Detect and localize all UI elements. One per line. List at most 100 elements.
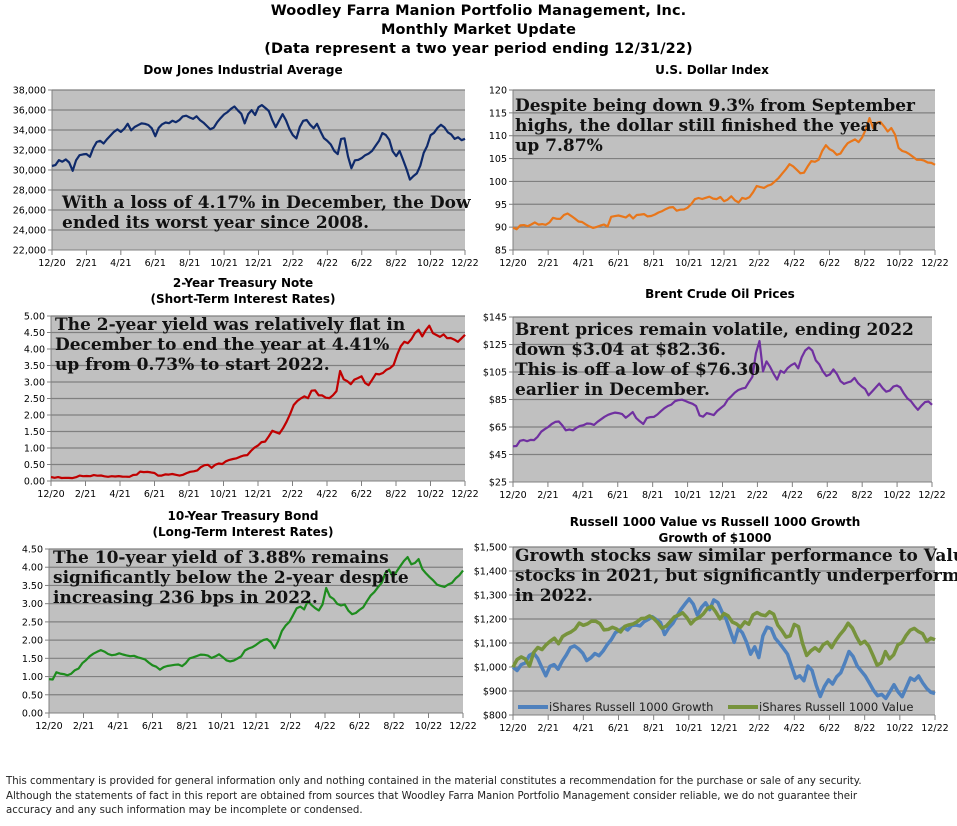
y-tick-label: 3.00 <box>24 378 45 389</box>
series-line-t10 <box>48 555 464 681</box>
x-tick-label: 4/21 <box>573 258 594 269</box>
series-line-value <box>511 604 936 669</box>
y-tick-label: 115 <box>489 108 507 119</box>
y-tick-label: 34,000 <box>13 126 46 137</box>
annotation-line: earlier in December. <box>515 380 710 400</box>
x-tick-label: 6/22 <box>349 721 370 732</box>
x-tick-label: 12/20 <box>35 721 62 732</box>
x-tick-label: 2/21 <box>537 258 558 269</box>
y-tick-label: $65 <box>489 423 507 434</box>
annotation-line: down $3.04 at $82.36. <box>515 340 727 360</box>
x-tick-label: 2/21 <box>75 489 96 500</box>
x-tick-label: 8/22 <box>383 721 404 732</box>
x-tick-label: 8/22 <box>851 490 872 501</box>
annotation-line: With a loss of 4.17% in December, the Do… <box>62 193 471 213</box>
disclaimer: This commentary is provided for general … <box>6 775 946 819</box>
x-tick-label: 2/22 <box>748 723 769 734</box>
legend-label-growth: iShares Russell 1000 Growth <box>549 700 713 714</box>
x-tick-label: 2/21 <box>73 721 94 732</box>
chart-title-brent: Brent Crude Oil Prices <box>645 287 795 301</box>
chart-title-usd: U.S. Dollar Index <box>655 63 769 77</box>
x-tick-label: 2/22 <box>282 258 303 269</box>
y-tick-label: $1,500 <box>474 543 507 554</box>
y-tick-label: 3.50 <box>24 361 45 372</box>
y-tick-label: 0.50 <box>22 690 43 701</box>
x-tick-label: 10/22 <box>415 721 442 732</box>
x-tick-label: 8/22 <box>385 258 406 269</box>
y-tick-label: 2.00 <box>24 411 45 422</box>
x-tick-label: 6/21 <box>608 258 629 269</box>
chart-t10: 0.00 0.50 1.00 1.50 2.00 2.50 3.00 3.50 4.00 4.50… <box>22 545 477 733</box>
y-tick-label: 110 <box>489 131 507 142</box>
x-tick-label: 6/22 <box>351 489 372 500</box>
x-tick-label: 6/22 <box>819 723 840 734</box>
x-tick-label: 10/22 <box>417 489 444 500</box>
y-tick-label: 1.50 <box>22 654 43 665</box>
x-tick-label: 4/22 <box>782 490 803 501</box>
y-tick-label: 105 <box>489 154 507 165</box>
y-tick-label: $900 <box>483 687 507 698</box>
x-tick-label: 2/21 <box>76 258 97 269</box>
series-line-brent <box>512 339 933 448</box>
y-tick-label: 2.00 <box>22 636 43 647</box>
y-tick-label: $800 <box>483 711 507 722</box>
y-tick-label: $125 <box>483 340 507 351</box>
y-tick-label: $1,400 <box>474 567 507 578</box>
x-tick-label: 6/22 <box>351 258 372 269</box>
x-tick-label: 8/21 <box>178 489 199 500</box>
chart-subtitle-t2: (Short-Term Interest Rates) <box>150 292 336 306</box>
x-tick-label: 12/20 <box>38 258 65 269</box>
y-tick-label: $145 <box>483 313 507 324</box>
y-tick-label: 3.00 <box>22 599 43 610</box>
y-tick-label: 5.00 <box>24 312 45 323</box>
plot-area <box>513 547 935 715</box>
x-tick-label: 4/21 <box>572 490 593 501</box>
annotation-russell: Growth stocks saw similar performance to… <box>515 546 957 606</box>
annotation-line: Growth stocks saw similar performance to… <box>515 546 957 566</box>
y-tick-label: $85 <box>489 395 507 406</box>
x-tick-label: 10/22 <box>883 490 910 501</box>
y-tick-label: 28,000 <box>13 186 46 197</box>
x-tick-label: 2/22 <box>282 489 303 500</box>
y-tick-label: 22,000 <box>13 246 46 257</box>
x-tick-label: 12/22 <box>451 489 478 500</box>
x-tick-label: 12/20 <box>37 489 64 500</box>
annotation-brent: Brent prices remain volatile, ending 202… <box>515 320 914 400</box>
report-period: (Data represent a two year period ending… <box>264 41 693 57</box>
x-tick-label: 12/21 <box>244 489 271 500</box>
x-tick-label: 2/22 <box>748 258 769 269</box>
x-tick-label: 12/20 <box>499 723 526 734</box>
chart-usd: 85 90 95 100 105 110 115 120 12/20 2/21 4/21 6/21 8/… <box>489 86 949 270</box>
x-tick-label: 6/21 <box>145 258 166 269</box>
y-tick-label: 120 <box>489 86 507 97</box>
y-tick-label: 1.50 <box>24 427 45 438</box>
y-tick-label: 95 <box>495 200 507 211</box>
x-tick-label: 4/21 <box>573 723 594 734</box>
x-tick-label: 12/22 <box>921 258 948 269</box>
x-tick-label: 10/22 <box>886 723 913 734</box>
y-tick-label: $1,000 <box>474 663 507 674</box>
y-tick-label: 0.50 <box>24 460 45 471</box>
x-tick-label: 10/21 <box>208 721 235 732</box>
annotation-line: Despite being down 9.3% from September <box>515 96 915 116</box>
y-tick-label: 2.50 <box>24 394 45 405</box>
annotation-line: up 7.87% <box>515 136 603 156</box>
chart-subtitle-t10: (Long-Term Interest Rates) <box>152 525 334 539</box>
x-tick-label: 8/21 <box>179 258 200 269</box>
x-tick-label: 6/22 <box>819 258 840 269</box>
x-tick-label: 8/21 <box>643 258 664 269</box>
disclaimer-line-1: This commentary is provided for general … <box>6 776 862 787</box>
x-tick-label: 4/22 <box>784 258 805 269</box>
y-tick-label: 90 <box>495 223 507 234</box>
chart-title-t2: 2-Year Treasury Note <box>172 276 314 290</box>
y-tick-label: 0.00 <box>22 709 43 720</box>
y-tick-label: 3.50 <box>22 581 43 592</box>
x-tick-label: 10/22 <box>886 258 913 269</box>
annotation-line: December to end the year at 4.41% <box>55 335 390 355</box>
x-tick-label: 8/22 <box>854 258 875 269</box>
chart-brent: $25 $45 $65 $85 $105 $125 $145 12/20 2/21 4/21 6/2… <box>483 313 946 502</box>
annotation-line: ended its worst year since 2008. <box>62 213 370 233</box>
x-tick-label: 2/22 <box>280 721 301 732</box>
annotation-line: in 2022. <box>515 586 593 606</box>
